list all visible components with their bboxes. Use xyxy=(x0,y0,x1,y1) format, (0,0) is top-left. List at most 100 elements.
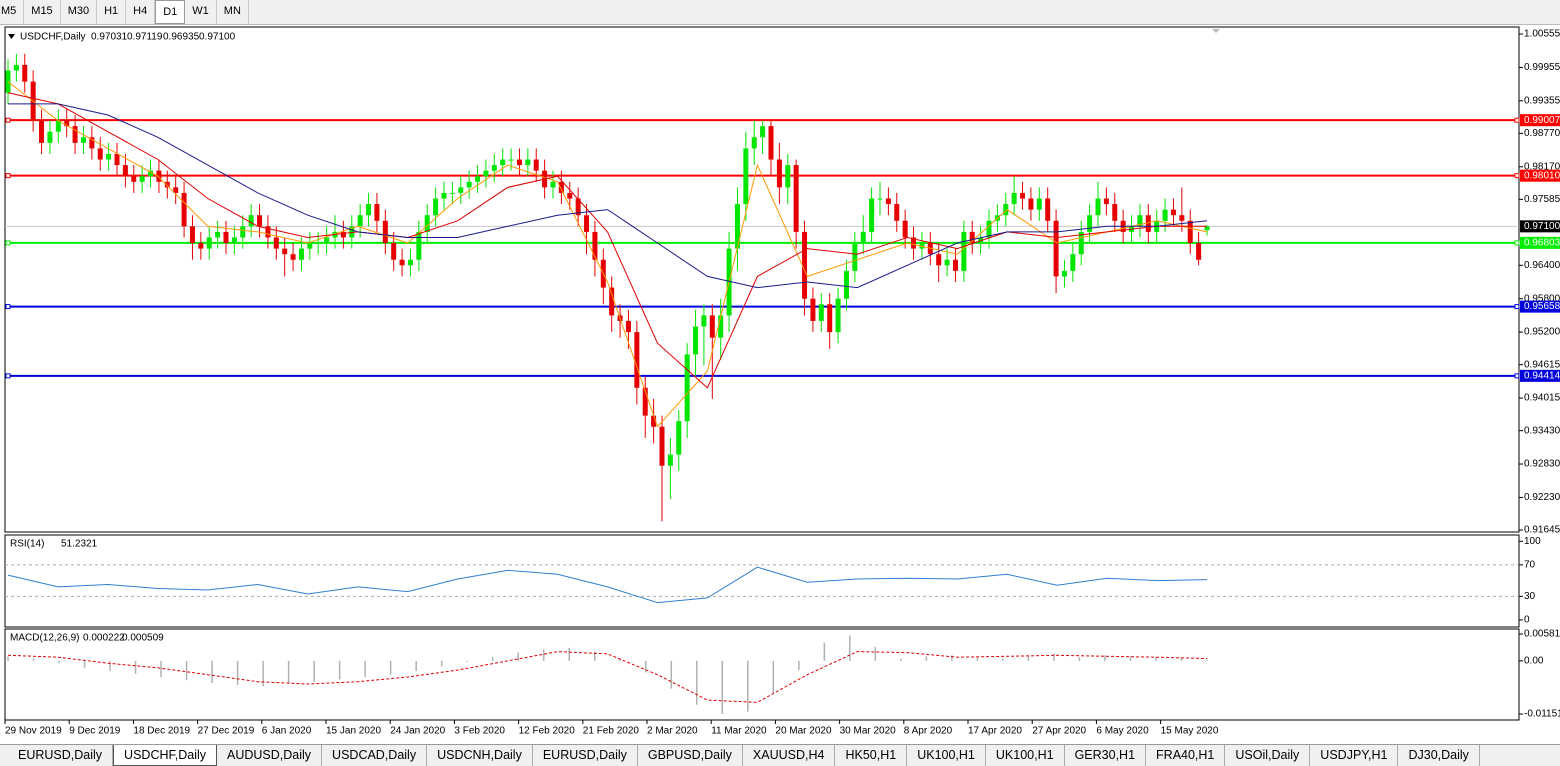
candle-body xyxy=(257,215,263,227)
candle-body xyxy=(466,181,472,188)
level-price-label: 0.99007 xyxy=(1524,115,1560,126)
candle-body xyxy=(894,204,900,221)
chart-tab[interactable]: HK50,H1 xyxy=(835,745,908,766)
chart-tab[interactable]: EURUSD,Daily xyxy=(8,745,114,766)
candle-body xyxy=(282,248,288,255)
level-handle xyxy=(1514,304,1520,310)
y-tick-label: 0.96400 xyxy=(1524,260,1560,271)
timeframe-button[interactable]: M15 xyxy=(24,0,61,24)
chart-tab[interactable]: UK100,H1 xyxy=(907,745,986,766)
ohlc-value: 0.97119 xyxy=(127,32,163,43)
level-handle xyxy=(5,304,11,310)
timeframe-button[interactable]: H1 xyxy=(97,0,127,24)
timeframe-button[interactable]: M30 xyxy=(61,0,98,24)
chart-tab[interactable]: GER30,H1 xyxy=(1065,745,1147,766)
candle-body xyxy=(181,192,187,227)
candle-body xyxy=(357,215,363,227)
timeframe-button[interactable]: H4 xyxy=(126,0,156,24)
y-tick-label: -0.01151 xyxy=(1524,709,1560,720)
candle-body xyxy=(407,259,413,266)
chart-tab[interactable]: FRA40,H1 xyxy=(1146,745,1226,766)
timeframe-button[interactable]: MN xyxy=(217,0,249,24)
chart-tab[interactable]: USDCAD,Daily xyxy=(322,745,428,766)
level-price-tag xyxy=(1520,300,1560,313)
shift-marker xyxy=(1212,29,1220,33)
moving-average xyxy=(8,103,1208,289)
chart-tab[interactable]: UK100,H1 xyxy=(986,745,1065,766)
candle-body xyxy=(173,187,179,193)
y-tick-label: 30 xyxy=(1524,591,1536,602)
candle-body xyxy=(944,259,950,266)
x-tick-label: 11 Mar 2020 xyxy=(711,726,767,737)
candle-body xyxy=(416,231,422,260)
level-handle xyxy=(1514,117,1520,123)
x-tick-label: 30 Mar 2020 xyxy=(840,726,897,737)
candle-body xyxy=(869,198,875,232)
candle-body xyxy=(391,243,397,260)
chart-tab[interactable]: AUDUSD,Daily xyxy=(217,745,323,766)
level-handle xyxy=(5,117,11,123)
chart-tab[interactable]: DJ30,Daily xyxy=(1398,745,1480,766)
candle-body xyxy=(525,159,531,166)
chart-tab[interactable]: USDJPY,H1 xyxy=(1310,745,1399,766)
rsi-panel xyxy=(4,534,1520,628)
candle-body xyxy=(231,237,237,244)
candle-body xyxy=(885,198,891,205)
candle-body xyxy=(810,298,816,321)
y-tick-label: 0 xyxy=(1524,615,1530,626)
timeframe-button[interactable]: M5 xyxy=(0,0,25,24)
chart-tab[interactable]: GBPUSD,Daily xyxy=(638,745,743,766)
candle-body xyxy=(701,315,707,327)
candle-body xyxy=(349,226,355,238)
y-tick-label: 0.97585 xyxy=(1524,194,1560,205)
candle-body xyxy=(969,231,975,244)
rsi-line xyxy=(7,566,1208,604)
candle-body xyxy=(324,237,330,244)
level-price-label: 0.95658 xyxy=(1524,301,1560,312)
candle-body xyxy=(1070,254,1076,271)
indicator-value: 0.000509 xyxy=(122,633,164,644)
candle-body xyxy=(1103,198,1109,205)
candle-body xyxy=(340,231,346,238)
candle-body xyxy=(793,165,799,232)
chart-tab[interactable]: XAUUSD,H4 xyxy=(743,745,836,766)
candle-body xyxy=(575,198,581,216)
candle-body xyxy=(298,248,304,260)
chart-title: USDCHF,Daily xyxy=(20,32,86,43)
moving-average xyxy=(7,81,1208,428)
y-tick-label: 0.99955 xyxy=(1524,62,1560,73)
candle-body xyxy=(290,254,296,260)
price-tag-label: 0.97100 xyxy=(1524,221,1560,232)
candle-body xyxy=(189,226,195,244)
candle-body xyxy=(148,170,154,177)
candle-body xyxy=(584,215,590,232)
candle-body xyxy=(911,237,917,249)
chart-tab[interactable]: USOil,Daily xyxy=(1225,745,1311,766)
x-tick-label: 15 May 2020 xyxy=(1161,726,1219,737)
chart-tab[interactable]: USDCNH,Daily xyxy=(427,745,533,766)
candle-body xyxy=(1196,243,1202,260)
timeframe-button[interactable]: D1 xyxy=(155,0,186,24)
level-price-tag xyxy=(1520,114,1560,127)
x-tick-label: 15 Jan 2020 xyxy=(326,726,381,737)
candle-body xyxy=(72,126,78,143)
chart-tab[interactable]: USDCHF,Daily xyxy=(113,745,217,766)
candle-body xyxy=(80,137,86,143)
ohlc-value: 0.96935 xyxy=(163,32,200,43)
candle-body xyxy=(89,137,95,149)
candle-body xyxy=(567,192,573,199)
candle-body xyxy=(483,170,489,177)
candle-body xyxy=(1145,215,1151,232)
candle-body xyxy=(1187,220,1193,244)
x-tick-label: 18 Dec 2019 xyxy=(133,726,190,737)
x-tick-label: 20 Mar 2020 xyxy=(775,726,832,737)
candle-body xyxy=(433,198,439,216)
candle-body xyxy=(1095,198,1101,216)
candle-body xyxy=(131,176,137,182)
chart-tab[interactable]: EURUSD,Daily xyxy=(533,745,638,766)
level-handle xyxy=(5,240,11,246)
candle-body xyxy=(533,159,539,171)
timeframe-button[interactable]: W1 xyxy=(185,0,217,24)
y-tick-label: 0.95200 xyxy=(1524,327,1560,338)
level-price-tag xyxy=(1520,369,1560,382)
